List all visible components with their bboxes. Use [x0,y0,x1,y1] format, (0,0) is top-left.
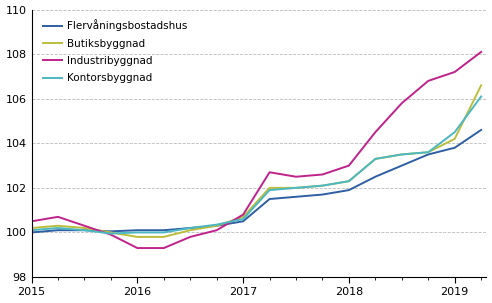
Kontorsbyggnad [372,157,378,161]
Industribyggnad [29,219,34,223]
Butiksbyggnad [293,186,299,190]
Kontorsbyggnad [452,130,458,134]
Flervåningsbostadshus [372,175,378,178]
Industribyggnad [319,173,325,176]
Flervåningsbostadshus [240,219,246,223]
Line: Industribyggnad: Industribyggnad [31,52,481,248]
Butiksbyggnad [214,224,219,228]
Kontorsbyggnad [478,95,484,98]
Legend: Flervåningsbostadshus, Butiksbyggnad, Industribyggnad, Kontorsbyggnad: Flervåningsbostadshus, Butiksbyggnad, In… [41,18,190,85]
Butiksbyggnad [187,228,193,232]
Industribyggnad [425,79,431,83]
Butiksbyggnad [346,179,352,183]
Butiksbyggnad [82,226,88,230]
Flervåningsbostadshus [187,226,193,230]
Industribyggnad [82,224,88,228]
Butiksbyggnad [161,235,167,239]
Industribyggnad [134,246,140,250]
Industribyggnad [55,215,61,219]
Butiksbyggnad [372,157,378,161]
Industribyggnad [452,70,458,74]
Flervåningsbostadshus [214,224,219,228]
Kontorsbyggnad [29,228,34,232]
Butiksbyggnad [240,215,246,219]
Butiksbyggnad [399,153,405,156]
Butiksbyggnad [108,231,114,234]
Butiksbyggnad [134,235,140,239]
Industribyggnad [187,235,193,239]
Butiksbyggnad [319,184,325,188]
Kontorsbyggnad [134,231,140,234]
Butiksbyggnad [55,224,61,228]
Kontorsbyggnad [293,186,299,190]
Kontorsbyggnad [214,223,219,226]
Industribyggnad [478,50,484,54]
Butiksbyggnad [452,137,458,141]
Industribyggnad [161,246,167,250]
Kontorsbyggnad [161,231,167,234]
Kontorsbyggnad [55,226,61,230]
Industribyggnad [399,101,405,105]
Butiksbyggnad [29,226,34,230]
Flervåningsbostadshus [82,228,88,232]
Flervåningsbostadshus [425,153,431,156]
Kontorsbyggnad [425,150,431,154]
Kontorsbyggnad [399,153,405,156]
Butiksbyggnad [478,84,484,87]
Flervåningsbostadshus [161,228,167,232]
Kontorsbyggnad [319,184,325,188]
Kontorsbyggnad [82,228,88,232]
Industribyggnad [346,164,352,167]
Kontorsbyggnad [108,232,114,235]
Line: Flervåningsbostadshus: Flervåningsbostadshus [31,130,481,232]
Butiksbyggnad [425,150,431,154]
Industribyggnad [214,228,219,232]
Kontorsbyggnad [346,179,352,183]
Industribyggnad [108,233,114,237]
Flervåningsbostadshus [319,193,325,196]
Line: Butiksbyggnad: Butiksbyggnad [31,85,481,237]
Line: Kontorsbyggnad: Kontorsbyggnad [31,96,481,234]
Flervåningsbostadshus [108,229,114,233]
Flervåningsbostadshus [478,128,484,132]
Flervåningsbostadshus [452,146,458,150]
Industribyggnad [240,213,246,216]
Industribyggnad [293,175,299,178]
Kontorsbyggnad [187,226,193,230]
Flervåningsbostadshus [55,228,61,232]
Kontorsbyggnad [267,188,273,192]
Flervåningsbostadshus [267,197,273,201]
Flervåningsbostadshus [346,188,352,192]
Flervåningsbostadshus [29,231,34,234]
Flervåningsbostadshus [134,228,140,232]
Butiksbyggnad [267,186,273,190]
Flervåningsbostadshus [399,164,405,167]
Industribyggnad [372,130,378,134]
Kontorsbyggnad [240,217,246,221]
Flervåningsbostadshus [293,195,299,198]
Industribyggnad [267,171,273,174]
